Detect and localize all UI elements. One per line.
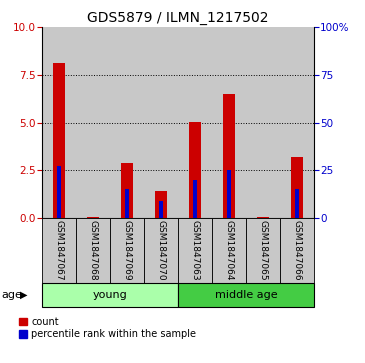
Text: young: young [93, 290, 127, 300]
Bar [189, 122, 201, 218]
Bar [212, 218, 246, 283]
Text: GSM1847068: GSM1847068 [88, 220, 97, 280]
Bar [227, 170, 231, 218]
Bar [53, 64, 65, 218]
Text: GSM1847065: GSM1847065 [258, 220, 268, 280]
Bar [178, 283, 314, 307]
Bar [178, 27, 212, 218]
Bar [76, 27, 110, 218]
Bar [159, 201, 163, 218]
Legend: count, percentile rank within the sample: count, percentile rank within the sample [19, 317, 196, 339]
Bar [125, 189, 129, 218]
Bar [291, 157, 303, 218]
Bar [193, 180, 197, 218]
Bar [144, 218, 178, 283]
Bar [223, 94, 235, 218]
Bar [42, 27, 76, 218]
Text: GSM1847070: GSM1847070 [157, 220, 165, 280]
Title: GDS5879 / ILMN_1217502: GDS5879 / ILMN_1217502 [87, 11, 269, 25]
Text: GSM1847064: GSM1847064 [224, 220, 234, 280]
Bar [178, 218, 212, 283]
Bar [42, 218, 76, 283]
Bar [110, 218, 144, 283]
Bar [121, 163, 133, 218]
Text: GSM1847067: GSM1847067 [54, 220, 64, 280]
Bar [144, 27, 178, 218]
Bar [212, 27, 246, 218]
Bar [57, 166, 61, 218]
Text: GSM1847069: GSM1847069 [122, 220, 131, 280]
Bar [257, 217, 269, 218]
Bar [246, 218, 280, 283]
Bar [246, 27, 280, 218]
Text: middle age: middle age [215, 290, 277, 300]
Text: age: age [2, 290, 23, 300]
Text: GSM1847066: GSM1847066 [292, 220, 301, 280]
Bar [155, 191, 167, 218]
Text: GSM1847063: GSM1847063 [191, 220, 199, 280]
Text: ▶: ▶ [20, 290, 28, 300]
Bar [87, 217, 99, 218]
Bar [42, 283, 178, 307]
Bar [280, 218, 314, 283]
Bar [76, 218, 110, 283]
Bar [295, 189, 299, 218]
Bar [110, 27, 144, 218]
Bar [280, 27, 314, 218]
